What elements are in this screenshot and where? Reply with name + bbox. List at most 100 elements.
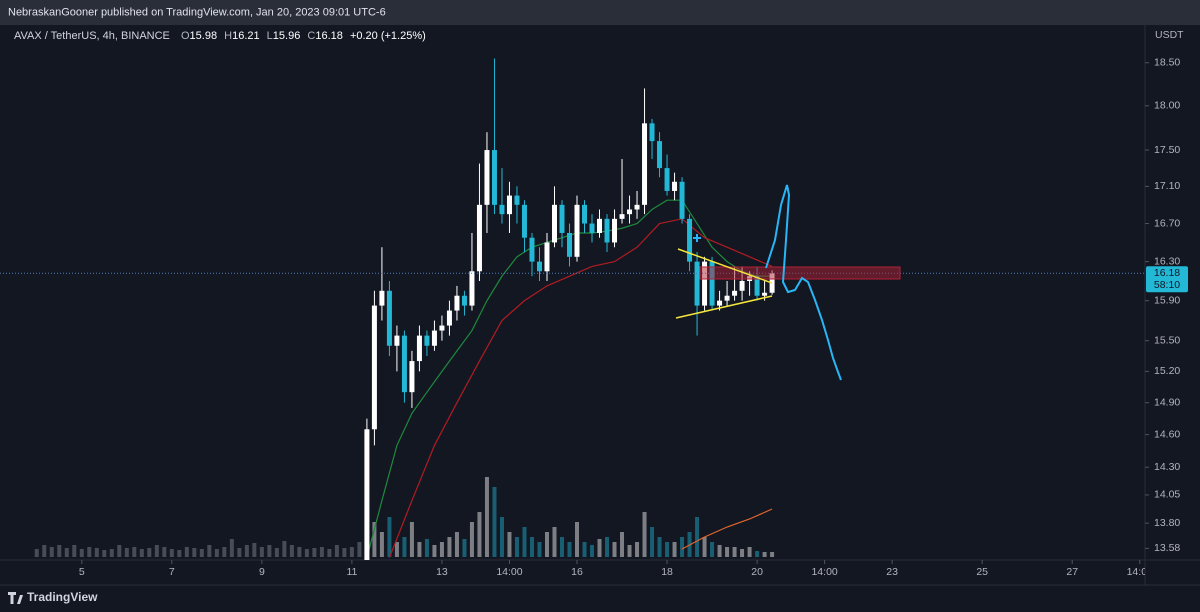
volume-bar xyxy=(755,551,760,557)
candle-body xyxy=(536,261,542,272)
ohlc-value: 16.21 xyxy=(232,30,260,42)
chart-background xyxy=(0,25,1200,585)
candle-body xyxy=(424,335,430,346)
volume-bar xyxy=(454,532,459,557)
volume-bar xyxy=(567,542,572,557)
candle-body xyxy=(687,218,693,262)
candle-body xyxy=(416,335,422,362)
candle-body xyxy=(566,232,572,257)
candle-body xyxy=(634,204,640,210)
candle-body xyxy=(364,429,370,560)
volume-bar xyxy=(252,543,257,557)
ohlc-letter: H xyxy=(224,30,232,42)
candle-body xyxy=(709,261,715,306)
candle-body xyxy=(649,123,655,142)
candle-body xyxy=(642,123,648,205)
volume-bar xyxy=(552,527,557,557)
candle-body xyxy=(762,292,768,296)
ohlc-letter: L xyxy=(267,30,273,42)
volume-bar xyxy=(417,542,422,557)
y-tick-label: 17.50 xyxy=(1154,144,1180,156)
ohlc-value: 16.18 xyxy=(315,30,343,42)
volume-bar xyxy=(79,549,84,557)
y-tick-label: 16.70 xyxy=(1154,217,1180,229)
volume-bar xyxy=(57,545,62,557)
volume-bar xyxy=(635,542,640,557)
volume-bar xyxy=(672,542,677,557)
volume-bar xyxy=(447,537,452,557)
volume-bar xyxy=(575,522,580,557)
candle-body xyxy=(717,300,723,306)
volume-bar xyxy=(312,548,317,557)
candle-body xyxy=(431,330,437,346)
volume-bar xyxy=(282,541,287,557)
volume-bar xyxy=(484,477,489,557)
volume-bar xyxy=(357,542,362,557)
y-tick-label: 13.80 xyxy=(1154,517,1180,529)
last-price-box xyxy=(1146,266,1188,293)
candle-body xyxy=(732,290,738,296)
moving-average xyxy=(388,218,773,558)
x-tick-label: 13 xyxy=(436,566,448,578)
x-tick-label: 18 xyxy=(661,566,673,578)
top-bar xyxy=(0,0,1200,25)
volume-bar xyxy=(222,547,227,557)
brand-logo xyxy=(8,592,23,604)
candle-body xyxy=(619,214,625,219)
volume-bar xyxy=(372,522,377,557)
candle-body xyxy=(379,290,385,306)
candle-body xyxy=(506,195,512,215)
volume-bar xyxy=(424,539,429,557)
brand-name: TradingView xyxy=(27,590,98,604)
time-axis: 5 7 9 11 13 14:00 16 18 20 14:00 23 25 27 14:00 xyxy=(79,560,1153,578)
volume-bar xyxy=(762,552,767,557)
candle-body xyxy=(589,223,595,233)
volume-bar xyxy=(289,545,294,557)
volume-bar xyxy=(192,548,197,557)
last-price-label: 16.18 xyxy=(1154,267,1180,279)
volume-bar xyxy=(612,542,617,557)
volume-bar xyxy=(522,527,527,557)
ohlc-letter: O xyxy=(181,30,190,42)
x-tick-label: 7 xyxy=(169,566,175,578)
candle-body xyxy=(484,150,490,205)
volume-bar xyxy=(124,548,129,557)
candle-body xyxy=(461,295,467,306)
volume-bar xyxy=(214,549,219,557)
y-tick-label: 15.50 xyxy=(1154,334,1180,346)
candle-body xyxy=(657,141,663,169)
symbol: AVAX / TetherUS, 4h, BINANCE xyxy=(14,30,170,42)
volume-bar xyxy=(94,548,99,557)
currency-label: USDT xyxy=(1155,29,1184,41)
countdown-label: 58:10 xyxy=(1154,279,1180,291)
y-tick-label: 13.58 xyxy=(1154,542,1180,554)
change: +0.20 (+1.25%) xyxy=(350,30,426,42)
candle-body xyxy=(702,261,708,306)
candle-body xyxy=(672,181,678,191)
volume-bar xyxy=(132,547,137,557)
volume-bar xyxy=(387,517,392,557)
volume-bar xyxy=(432,545,437,557)
volume-bar xyxy=(147,548,152,557)
volume-bar xyxy=(87,547,92,557)
volume-bar xyxy=(102,550,107,557)
volume-bar xyxy=(49,547,54,557)
volume-bar xyxy=(379,532,384,557)
trendline-lower xyxy=(675,295,773,319)
candle-body xyxy=(514,195,520,205)
volume-bar xyxy=(154,545,159,557)
volume-bar xyxy=(702,537,707,557)
price-axis: 18.50 18.00 17.50 17.10 16.70 16.30 15.90 15.50… xyxy=(1145,57,1188,554)
y-tick-label: 15.90 xyxy=(1154,294,1180,306)
volume-bar xyxy=(244,545,249,557)
y-tick-label: 14.05 xyxy=(1154,489,1180,501)
volume-bar xyxy=(477,512,482,557)
candle-body xyxy=(521,204,527,238)
volume-bar xyxy=(657,537,662,557)
volume-bar xyxy=(650,527,655,557)
x-tick-label: 14:00 xyxy=(1127,566,1153,578)
volume-bar xyxy=(537,542,542,557)
y-tick-label: 14.90 xyxy=(1154,396,1180,408)
volume-bar xyxy=(740,549,745,557)
volume-bar xyxy=(665,542,670,557)
